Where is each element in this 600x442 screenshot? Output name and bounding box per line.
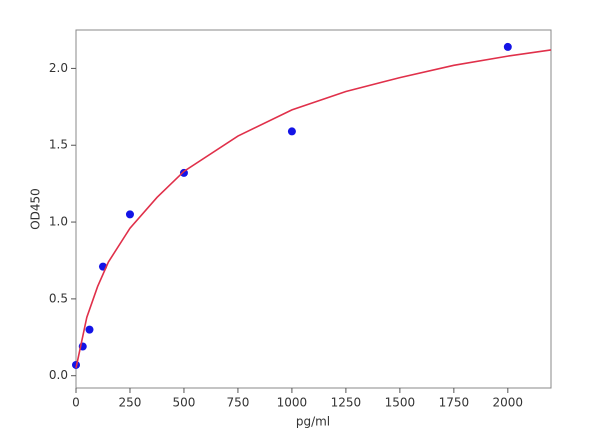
y-tick-label: 0.5 [49, 291, 68, 305]
x-tick-label: 0 [72, 396, 80, 410]
x-tick-label: 1000 [277, 396, 308, 410]
x-tick-label: 1750 [439, 396, 470, 410]
data-point [85, 325, 94, 334]
x-tick-label: 2000 [493, 396, 524, 410]
x-tick-label: 250 [119, 396, 142, 410]
x-tick-label: 1250 [331, 396, 362, 410]
x-tick-label: 500 [173, 396, 196, 410]
y-tick-label: 1.0 [49, 215, 68, 229]
plot-frame [75, 29, 552, 389]
x-axis-label: pg/ml [296, 415, 330, 429]
y-tick-label: 0.0 [49, 368, 68, 382]
data-point [503, 42, 512, 51]
data-point [287, 127, 296, 136]
fit-curve [75, 49, 552, 369]
y-tick-label: 2.0 [49, 61, 68, 75]
x-tick-label: 750 [226, 396, 249, 410]
y-tick-label: 1.5 [49, 138, 68, 152]
x-tick-label: 1500 [385, 396, 416, 410]
data-point [125, 210, 134, 219]
y-axis-label: OD450 [29, 188, 43, 230]
